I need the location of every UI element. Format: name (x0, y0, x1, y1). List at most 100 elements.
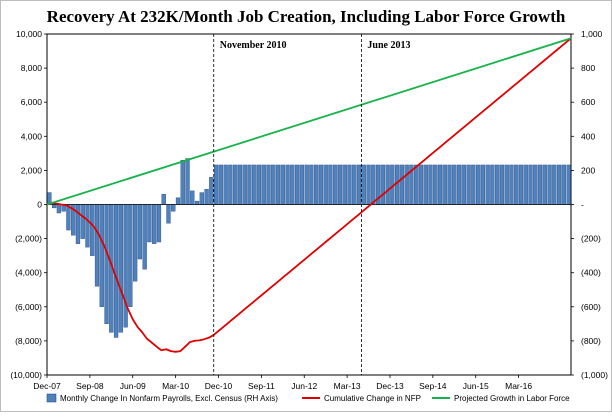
right-tick-label: (600) (581, 302, 601, 312)
bar (542, 164, 547, 205)
right-tick-label: 200 (581, 165, 595, 175)
bar (533, 164, 538, 205)
bar (342, 164, 347, 205)
bar (518, 164, 524, 205)
x-tick-label: Sep-08 (76, 381, 104, 391)
bar (194, 200, 200, 205)
bar (490, 164, 495, 205)
bar (504, 164, 509, 205)
bar (566, 164, 571, 205)
right-tick-label: - (581, 200, 584, 210)
annotations: November 2010 June 2013 (213, 34, 410, 375)
bar (242, 164, 247, 205)
left-tick-label: 0 (37, 200, 42, 210)
bar (185, 158, 190, 205)
bar (99, 204, 104, 307)
bar (404, 164, 409, 205)
left-tick-label: 2,000 (21, 165, 43, 175)
bar (252, 164, 257, 205)
left-tick-label: 6,000 (21, 97, 43, 107)
bar (323, 164, 328, 205)
right-tick-label: 800 (581, 63, 595, 73)
labor-force-growth-line (46, 37, 572, 206)
legend-swatch (46, 393, 57, 403)
bar (233, 164, 238, 205)
bar (356, 164, 362, 205)
bar (52, 204, 57, 209)
bar (333, 164, 338, 205)
bar (309, 164, 314, 205)
bar (171, 204, 176, 212)
bar (352, 164, 357, 205)
axes: 10,000 8,000 6,000 4,000 2,000 0 (2,000) (4,000… (10, 29, 608, 391)
x-tick-label: Jun-12 (291, 381, 317, 391)
annotation-label: June 2013 (367, 40, 410, 51)
bar (166, 204, 171, 224)
bar (175, 197, 181, 205)
bar (147, 204, 152, 243)
bar (223, 164, 228, 205)
bar-series (47, 158, 571, 338)
left-tick-label: 4,000 (21, 131, 43, 141)
bar (190, 190, 195, 205)
bar (80, 204, 85, 239)
bar (285, 164, 290, 205)
bar (337, 164, 343, 205)
bar (547, 164, 552, 205)
bar (514, 164, 519, 205)
bar (523, 164, 528, 205)
x-tick-label: Sep-11 (248, 381, 275, 391)
bar (247, 164, 252, 205)
legend-label: Cumulative Change in NFP (324, 394, 421, 403)
right-tick-label: 600 (581, 97, 595, 107)
right-tick-label: (400) (581, 268, 601, 278)
bar (237, 164, 243, 205)
bar (199, 192, 204, 205)
left-tick-label: (4,000) (15, 268, 42, 278)
x-tick-label: Mar-10 (162, 381, 189, 391)
right-tick-label: 1,000 (581, 29, 603, 39)
right-tick-label: (800) (581, 336, 601, 346)
bar (66, 204, 71, 231)
x-tick-label: Dec-13 (376, 381, 404, 391)
bar (90, 204, 95, 256)
bar (228, 164, 233, 205)
legend: Monthly Change In Nonfarm Payrolls, Excl… (46, 393, 570, 403)
bar (385, 164, 390, 205)
bar (380, 164, 385, 205)
legend-label: Monthly Change In Nonfarm Payrolls, Excl… (60, 394, 278, 403)
bar (437, 164, 443, 205)
bar (180, 159, 185, 205)
x-tick-label: Dec-10 (205, 381, 233, 391)
bar (442, 164, 447, 205)
bar (161, 194, 166, 205)
bar (56, 204, 62, 214)
bar (495, 164, 500, 205)
bar (299, 164, 304, 205)
bar (280, 164, 285, 205)
bar (452, 164, 457, 205)
annotation-label: November 2010 (220, 40, 287, 51)
left-tick-label: 10,000 (16, 29, 42, 39)
bar (290, 164, 295, 205)
bar (294, 164, 300, 205)
bar (399, 164, 405, 205)
left-tick-label: 8,000 (21, 63, 43, 73)
bar (328, 164, 333, 205)
bar (528, 164, 533, 205)
bar (104, 204, 109, 325)
bar (475, 164, 481, 205)
bar (552, 164, 557, 205)
bar (261, 164, 266, 205)
line-series (46, 37, 572, 353)
x-tick-label: Jun-09 (120, 381, 146, 391)
cumulative-nfp-line (46, 37, 572, 353)
left-tick-label: (8,000) (15, 336, 42, 346)
bar (75, 204, 81, 244)
x-tick-label: Jun-15 (463, 381, 489, 391)
bar (142, 204, 147, 270)
bar (156, 204, 162, 243)
bar (275, 164, 281, 205)
bar (556, 164, 562, 205)
